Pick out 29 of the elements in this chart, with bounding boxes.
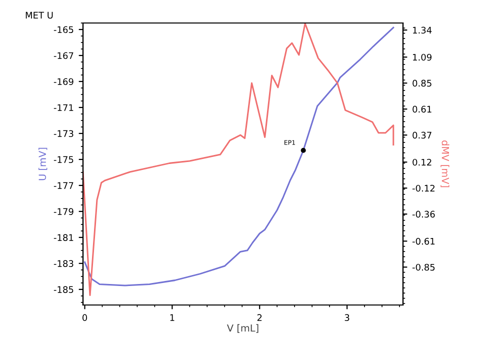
y-tick-label: -167 <box>54 52 74 60</box>
y-tick-label: -169 <box>54 78 74 86</box>
x-tick-label: 1 <box>170 314 174 321</box>
y2-tick-label: 0.12 <box>412 158 432 166</box>
y-axis-title: U [mV] <box>38 148 48 180</box>
y-tick-label: -171 <box>54 104 74 111</box>
y2-tick-label: 0.37 <box>412 132 432 139</box>
x-tick-label: 2 <box>257 314 262 321</box>
y-tick-label: -185 <box>54 286 74 293</box>
x-axis-title: V [mL] <box>226 324 258 333</box>
chart-title: MET U <box>26 12 53 19</box>
y-tick-label: -183 <box>54 260 74 267</box>
y2-tick-label: -0.85 <box>412 264 435 271</box>
y-tick-label: -181 <box>54 234 74 241</box>
y2-tick-label: -0.61 <box>412 238 435 245</box>
y-tick-label: -165 <box>54 26 74 34</box>
y2-tick-label: 0.85 <box>412 80 432 87</box>
x-tick-label: 0 <box>82 314 88 322</box>
y-tick-label: -177 <box>54 182 74 189</box>
x-tick-label: 3 <box>344 314 350 322</box>
y2-tick-label: 1.34 <box>413 26 432 34</box>
y2-tick-label: -0.12 <box>412 184 434 192</box>
y2-tick-label: 1.09 <box>413 54 432 61</box>
y-tick-label: -173 <box>54 130 74 138</box>
y2-tick-label: -0.36 <box>412 210 435 218</box>
y2-tick-label: 0.61 <box>412 106 432 113</box>
y-tick-label: -175 <box>54 156 74 164</box>
y-tick-label: -179 <box>54 208 74 215</box>
y2-axis-title: dMV [mV] <box>440 140 450 188</box>
